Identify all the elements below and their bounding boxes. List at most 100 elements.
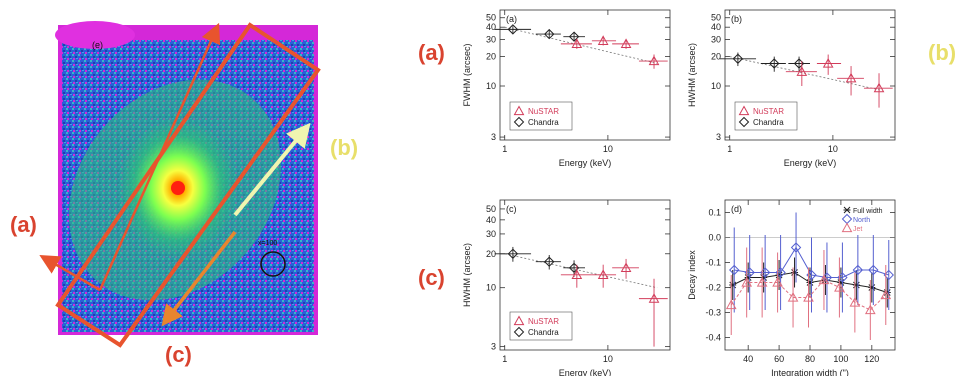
x-tick-label: 100 bbox=[833, 354, 848, 364]
image-label-c: (c) bbox=[165, 342, 192, 367]
panel-tag: (c) bbox=[506, 204, 517, 214]
legend-marker bbox=[738, 105, 750, 116]
arrow-b bbox=[233, 122, 311, 217]
x-axis-label: Integration width (") bbox=[771, 368, 849, 376]
y-tick-label: -0.3 bbox=[705, 308, 721, 318]
y-axis-label: Decay index bbox=[687, 250, 697, 300]
x-tick-label: 10 bbox=[603, 354, 613, 364]
y-tick-label: 10 bbox=[486, 81, 496, 91]
legend-marker bbox=[738, 116, 750, 128]
plot-frame bbox=[499, 199, 671, 351]
x-tick-label: 120 bbox=[864, 354, 879, 364]
y-tick-label: -0.4 bbox=[705, 333, 721, 343]
x-axis-label: Energy (keV) bbox=[559, 158, 612, 168]
trend-line bbox=[729, 56, 883, 91]
data-point bbox=[845, 72, 857, 83]
y-axis-label: FWHM (arcsec) bbox=[462, 44, 472, 107]
y-tick-label: 3 bbox=[716, 132, 721, 142]
image-panel-tag: (e) bbox=[92, 40, 103, 50]
legend-marker bbox=[843, 206, 851, 214]
chart-panel-4: 40 60 80 100 120 0.1 0.0 -0.1 -0.2 -0.3 -0.4 Integr… bbox=[687, 199, 896, 376]
data-point bbox=[868, 264, 879, 276]
image-label-b: (b) bbox=[330, 135, 359, 160]
data-point bbox=[756, 276, 768, 287]
side-label-c: (c) bbox=[418, 265, 445, 290]
data-point bbox=[544, 28, 555, 40]
data-point bbox=[732, 53, 744, 64]
data-point bbox=[790, 242, 802, 253]
data-point bbox=[597, 35, 609, 45]
region-tag: x=100 bbox=[258, 240, 277, 247]
y-tick-label: 30 bbox=[486, 229, 496, 239]
arrow-a bbox=[39, 255, 101, 292]
legend-label: NuSTAR bbox=[528, 107, 559, 116]
x-tick-label: 60 bbox=[774, 354, 784, 364]
y-tick-label: 3 bbox=[491, 342, 496, 352]
legend-marker bbox=[513, 315, 525, 326]
side-label-b: (b) bbox=[928, 40, 957, 65]
legend-label: Full width bbox=[853, 208, 883, 215]
data-point bbox=[729, 264, 740, 276]
source-region-circle bbox=[260, 251, 286, 277]
trend-line bbox=[504, 253, 658, 289]
data-point bbox=[818, 274, 830, 285]
y-tick-label: 40 bbox=[486, 215, 496, 225]
arrow-a-up bbox=[98, 22, 221, 291]
data-point bbox=[597, 269, 609, 279]
data-point bbox=[571, 269, 583, 279]
x-tick-label: 1 bbox=[502, 144, 507, 154]
legend-marker bbox=[513, 105, 525, 116]
x-tick-label: 80 bbox=[805, 354, 815, 364]
x-tick-label: 10 bbox=[603, 144, 613, 154]
x-tick-label: 10 bbox=[828, 144, 838, 154]
y-tick-label: 10 bbox=[711, 81, 721, 91]
y-tick-label: -0.2 bbox=[705, 283, 721, 293]
panel-tag: (b) bbox=[731, 14, 742, 24]
data-point bbox=[568, 31, 580, 42]
y-tick-label: 20 bbox=[486, 52, 496, 62]
legend-label: Chandra bbox=[753, 118, 784, 127]
data-point bbox=[769, 58, 780, 69]
legend-marker bbox=[513, 326, 525, 338]
data-point bbox=[544, 256, 555, 267]
data-point bbox=[787, 291, 799, 302]
data-point bbox=[772, 276, 783, 287]
x-tick-label: 1 bbox=[502, 354, 507, 364]
data-point bbox=[834, 281, 845, 292]
data-point bbox=[507, 24, 519, 35]
y-tick-label: 40 bbox=[486, 22, 496, 32]
extraction-box bbox=[55, 22, 321, 348]
x-axis-label: Energy (keV) bbox=[784, 158, 837, 168]
y-tick-label: 3 bbox=[491, 132, 496, 142]
y-tick-label: 0.1 bbox=[708, 208, 721, 218]
y-tick-label: 10 bbox=[486, 283, 496, 293]
plot-frame bbox=[499, 9, 671, 141]
image-label-a: (a) bbox=[10, 212, 37, 237]
data-point bbox=[741, 276, 753, 287]
legend-label: Chandra bbox=[528, 118, 559, 127]
legend-label: NuSTAR bbox=[528, 317, 559, 326]
y-tick-label: 40 bbox=[711, 22, 721, 32]
legend-marker bbox=[841, 222, 853, 233]
panel-tag: (a) bbox=[506, 14, 517, 24]
arrow-c bbox=[161, 230, 237, 327]
y-tick-label: 20 bbox=[486, 249, 496, 259]
y-tick-label: 20 bbox=[711, 52, 721, 62]
plot-frame bbox=[724, 9, 896, 141]
data-point bbox=[880, 289, 892, 300]
data-point bbox=[852, 264, 864, 276]
x-axis-label: Energy (keV) bbox=[559, 368, 612, 376]
x-tick-label: 1 bbox=[727, 144, 732, 154]
y-tick-label: 50 bbox=[486, 13, 496, 23]
panel-tag: (d) bbox=[731, 204, 742, 214]
data-point bbox=[648, 293, 660, 303]
data-point bbox=[620, 38, 632, 48]
y-tick-label: 30 bbox=[486, 34, 496, 44]
data-point bbox=[864, 304, 876, 315]
data-point bbox=[873, 82, 885, 93]
legend-label: Jet bbox=[853, 226, 862, 233]
y-tick-label: 50 bbox=[711, 13, 721, 23]
